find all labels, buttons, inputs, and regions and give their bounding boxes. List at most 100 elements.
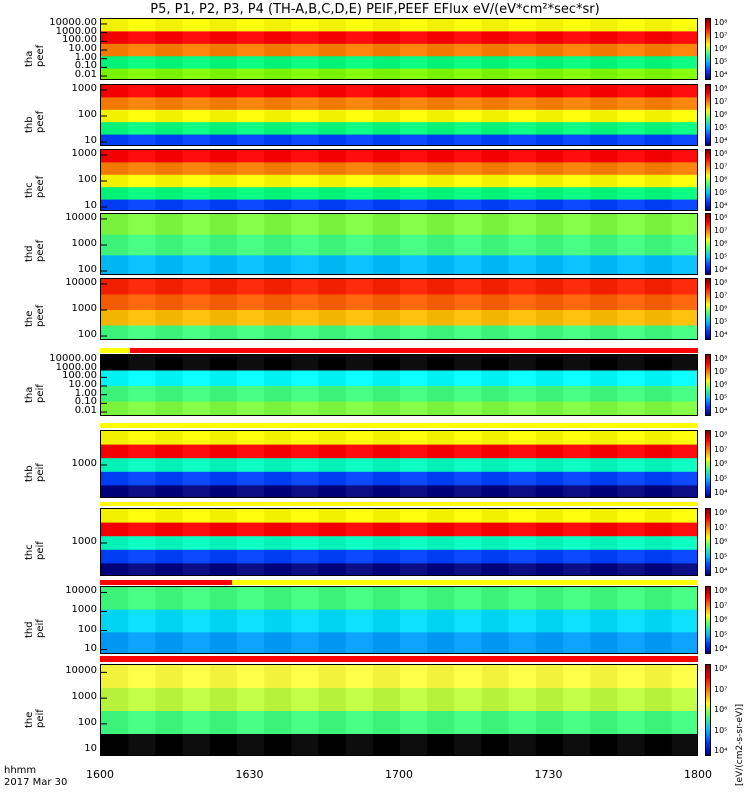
colorbar — [705, 84, 711, 146]
x-tick-label: 1700 — [385, 768, 413, 781]
colorbar-tick-label: 10⁴ — [714, 488, 728, 497]
heatmap-band — [101, 471, 697, 487]
heatmap-band — [101, 174, 697, 189]
y-axis-label: thd peef — [24, 240, 46, 262]
y-tick-label: 10000.00 — [49, 352, 97, 364]
heatmap-band — [101, 401, 697, 415]
panel-thb-peif: thb peif 1000 10⁴ 10⁵ 10⁶ 10⁷ 10⁸ — [0, 430, 750, 498]
time-bin — [563, 509, 591, 575]
time-bin — [427, 509, 455, 575]
time-bin — [155, 587, 183, 653]
heatmap-plot — [100, 586, 698, 654]
time-bin — [508, 214, 536, 274]
colorbar — [705, 278, 711, 340]
colorbar-tick-label: 10⁵ — [714, 317, 728, 326]
colorbar-tick-label: 10⁶ — [714, 239, 728, 248]
time-bin — [182, 587, 210, 653]
colorbar-tick-label: 10⁶ — [714, 380, 728, 389]
time-bin — [318, 431, 346, 497]
time-bin — [400, 355, 428, 415]
time-bin — [236, 150, 265, 210]
time-bin — [318, 150, 346, 210]
y-tick-label: 10 — [84, 642, 97, 654]
time-bin — [535, 279, 564, 339]
heatmap-band — [101, 444, 697, 460]
y-tick-label: 0.01 — [74, 69, 97, 81]
colorbar-tick-label: 10⁸ — [714, 430, 728, 439]
heatmap-plot — [100, 18, 698, 80]
time-bin — [209, 279, 237, 339]
colorbar-tick-label: 10⁸ — [714, 149, 728, 158]
time-bin — [372, 587, 400, 653]
time-bin — [535, 587, 564, 653]
time-bin — [318, 665, 346, 755]
ylabel-product: peif — [35, 541, 46, 560]
y-tick-label: 0.10 — [74, 396, 97, 408]
time-bin — [644, 355, 672, 415]
time-bin — [101, 214, 129, 274]
colorbar-tick-label: 10⁴ — [714, 406, 728, 415]
time-bin — [671, 355, 697, 415]
time-bin — [182, 85, 210, 145]
time-bin — [372, 19, 400, 79]
ylabel-probe: thc — [24, 182, 35, 198]
colorbar-tick-label: 10⁸ — [714, 664, 728, 673]
quality-flag-bar — [100, 580, 232, 585]
heatmap-band — [101, 431, 697, 446]
time-bin — [318, 279, 346, 339]
time-bin — [372, 279, 400, 339]
time-bin — [128, 279, 156, 339]
heatmap-band — [101, 386, 697, 403]
heatmap-svg — [101, 279, 697, 339]
time-bin — [155, 665, 183, 755]
time-bin — [291, 509, 319, 575]
y-axis-label: the peef — [24, 305, 46, 327]
time-bin — [508, 355, 536, 415]
heatmap-svg — [101, 665, 697, 755]
y-tick-label: 1000.00 — [55, 25, 97, 37]
y-tick-label: 10 — [84, 135, 97, 147]
heatmap-band — [101, 734, 697, 755]
time-bin — [590, 355, 618, 415]
colorbar — [705, 149, 711, 211]
time-bin — [454, 665, 482, 755]
time-bin — [291, 355, 319, 415]
time-bin — [101, 355, 129, 415]
colorbar-tick-label: 10⁶ — [714, 175, 728, 184]
time-bin — [264, 431, 292, 497]
time-bin — [209, 19, 237, 79]
time-bin — [671, 150, 697, 210]
time-bin — [291, 150, 319, 210]
heatmap-band — [101, 325, 697, 339]
time-bin — [590, 279, 618, 339]
panel-thd-peef: thd peef 100 1000 10000 10⁴ 10⁵ 10⁶ 10⁷ 10⁸ — [0, 212, 750, 275]
time-bin — [617, 150, 645, 210]
time-bin — [345, 85, 373, 145]
time-bin — [291, 587, 319, 653]
time-bin — [508, 19, 536, 79]
time-bin — [101, 431, 129, 497]
heatmap-band — [101, 279, 697, 296]
time-bin — [644, 150, 672, 210]
time-bin — [427, 150, 455, 210]
time-bin — [590, 587, 618, 653]
time-bin — [128, 85, 156, 145]
y-axis-label: thd peif — [24, 619, 46, 638]
colorbar-tick-label: 10⁸ — [714, 278, 728, 287]
time-bin — [590, 85, 618, 145]
time-bin — [155, 150, 183, 210]
heatmap-plot — [100, 149, 698, 211]
ylabel-probe: thb — [24, 116, 35, 133]
heatmap-svg — [101, 355, 697, 415]
time-bin — [209, 509, 237, 575]
time-bin — [345, 19, 373, 79]
time-bin — [481, 355, 509, 415]
ylabel-probe: thd — [24, 621, 35, 638]
time-bin — [427, 665, 455, 755]
y-axis-label: the peif — [24, 709, 46, 728]
y-tick-label: 100.00 — [62, 370, 97, 382]
time-bin — [264, 85, 292, 145]
colorbar-tick-label: 10⁴ — [714, 566, 728, 575]
heatmap-band — [101, 563, 697, 575]
ylabel-probe: tha — [24, 386, 35, 403]
